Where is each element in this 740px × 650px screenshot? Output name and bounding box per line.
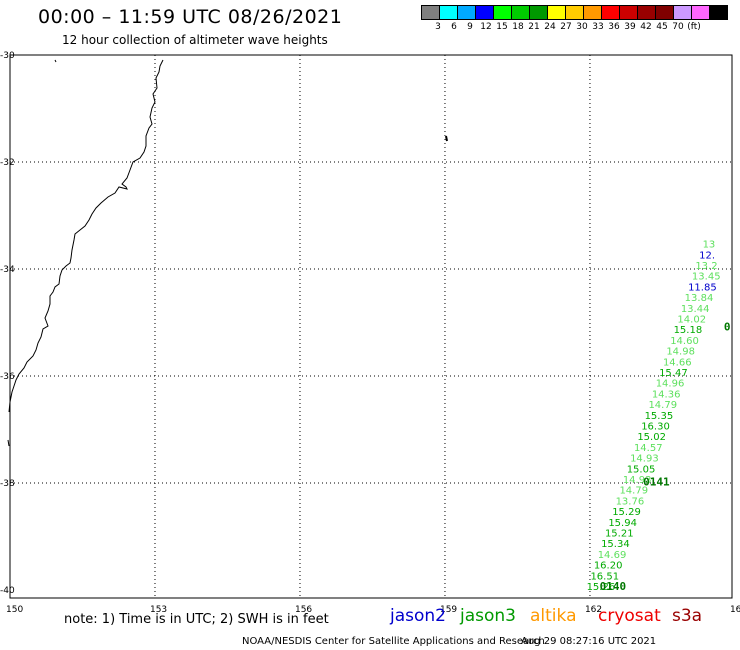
- map-subtitle: 12 hour collection of altimeter wave hei…: [62, 33, 328, 47]
- swh-value-label: 14.93: [623, 475, 652, 486]
- small-island: [445, 135, 448, 142]
- longitude-label: 153: [150, 605, 167, 615]
- color-scale-label: 3: [435, 22, 441, 32]
- swh-value-label: 15.35: [645, 411, 674, 422]
- color-scale-label: 30: [576, 22, 588, 32]
- color-scale-bar: [421, 5, 728, 20]
- swh-value-label: 16.51: [590, 571, 619, 582]
- color-scale-label: 36: [608, 22, 620, 32]
- pass-time-label: 0: [724, 321, 731, 334]
- swh-value-label: 13.2: [695, 261, 717, 272]
- swh-value-label: 12.: [699, 250, 715, 261]
- color-scale-label: 70: [672, 22, 684, 32]
- latitude-label: -36: [0, 372, 15, 382]
- swh-value-label: 14.66: [663, 357, 692, 368]
- latitude-label: -38: [0, 479, 15, 489]
- swh-value-label: 15.34: [601, 539, 630, 550]
- swh-value-label: 14.36: [652, 389, 681, 400]
- swh-value-label: 13.45: [692, 272, 721, 283]
- longitude-label: 162: [585, 605, 602, 615]
- swh-value-label: 15.18: [674, 325, 703, 336]
- satellite-tracks: 15.2616.5116.2014.6915.3415.2115.9415.29…: [587, 240, 731, 593]
- swh-value-label: 14.93: [630, 454, 659, 465]
- legend-cryosat: cryosat: [598, 606, 661, 626]
- color-scale-labels: 3 6 9 12 15 18 21 24 27 30 33 36 39 42 45 70 (ft): [422, 20, 728, 34]
- color-scale-label: 39: [624, 22, 636, 32]
- color-scale-label: 42: [640, 22, 652, 32]
- swh-value-label: 14.79: [648, 400, 677, 411]
- swh-value-label: 13.84: [685, 293, 714, 304]
- longitude-label: 156: [295, 605, 312, 615]
- color-scale-label: 33: [592, 22, 604, 32]
- wave-height-color-scale: 3 6 9 12 15 18 21 24 27 30 33 36 39 42 45 70 (ft): [421, 5, 728, 34]
- generated-timestamp: Aug 29 08:27:16 UTC 2021: [521, 636, 657, 647]
- legend-s3a: s3a: [672, 606, 703, 626]
- lat-lon-gridlines: [10, 55, 732, 598]
- swh-value-label: 14.57: [634, 443, 663, 454]
- small-island: [54, 59, 57, 63]
- map-frame: [9, 54, 733, 599]
- swh-value-label: 15.21: [605, 529, 634, 540]
- color-scale-label: 9: [467, 22, 473, 32]
- color-scale-label: 24: [544, 22, 556, 32]
- coastline-fragment: [7, 439, 10, 447]
- pass-time-label: 0140: [600, 580, 627, 593]
- axis-tick-labels: 150 153 156 159 162 165 -30 -32 -34 -36 -38 -40: [0, 51, 740, 615]
- swh-value-label: 13.76: [616, 496, 645, 507]
- swh-value-label: 15.29: [612, 507, 641, 518]
- longitude-label: 159: [440, 605, 457, 615]
- legend-jason2: jason2: [390, 606, 446, 626]
- units-note: note: 1) Time is in UTC; 2) SWH is in fe…: [64, 612, 329, 627]
- australia-coastline: [8, 59, 164, 413]
- swh-value-label: 14.79: [619, 486, 648, 497]
- swh-value-label: 14.60: [670, 336, 699, 347]
- longitude-label: 150: [6, 605, 23, 615]
- swh-value-label: 13: [703, 240, 716, 251]
- swh-value-label: 13.44: [681, 304, 710, 315]
- swh-value-label: 11.85: [688, 282, 717, 293]
- longitude-label: 165: [730, 605, 740, 615]
- latitude-label: -34: [0, 265, 15, 275]
- latitude-label: -40: [0, 586, 15, 596]
- swh-value-label: 15.47: [659, 368, 688, 379]
- map-title: 00:00 – 11:59 UTC 08/26/2021: [38, 6, 343, 28]
- swh-value-label: 16.30: [641, 422, 670, 433]
- credit-line: NOAA/NESDIS Center for Satellite Applica…: [242, 636, 545, 647]
- color-scale-label: 15: [496, 22, 508, 32]
- color-scale-label: 27: [560, 22, 572, 32]
- legend-altika: altika: [530, 606, 577, 626]
- swh-value-label: 14.98: [666, 347, 695, 358]
- color-scale-label: 45: [656, 22, 668, 32]
- swh-value-label: 15.26: [587, 582, 616, 593]
- latitude-label: -32: [0, 158, 15, 168]
- swh-value-label: 14.02: [677, 315, 706, 326]
- pass-time-label: 0141: [643, 476, 670, 489]
- color-swatch: [709, 5, 728, 20]
- color-scale-label: 6: [451, 22, 457, 32]
- color-scale-label: 21: [528, 22, 540, 32]
- color-scale-label: 18: [512, 22, 524, 32]
- legend-jason3: jason3: [460, 606, 516, 626]
- swh-value-label: 15.02: [637, 432, 666, 443]
- color-scale-label: (ft): [687, 22, 701, 32]
- swh-value-label: 14.96: [656, 379, 685, 390]
- swh-value-label: 14.69: [598, 550, 627, 561]
- swh-value-label: 16.20: [594, 561, 623, 572]
- latitude-label: -30: [0, 51, 15, 61]
- swh-value-label: 15.94: [608, 518, 637, 529]
- color-scale-label: 12: [480, 22, 492, 32]
- swh-value-label: 15.05: [627, 464, 656, 475]
